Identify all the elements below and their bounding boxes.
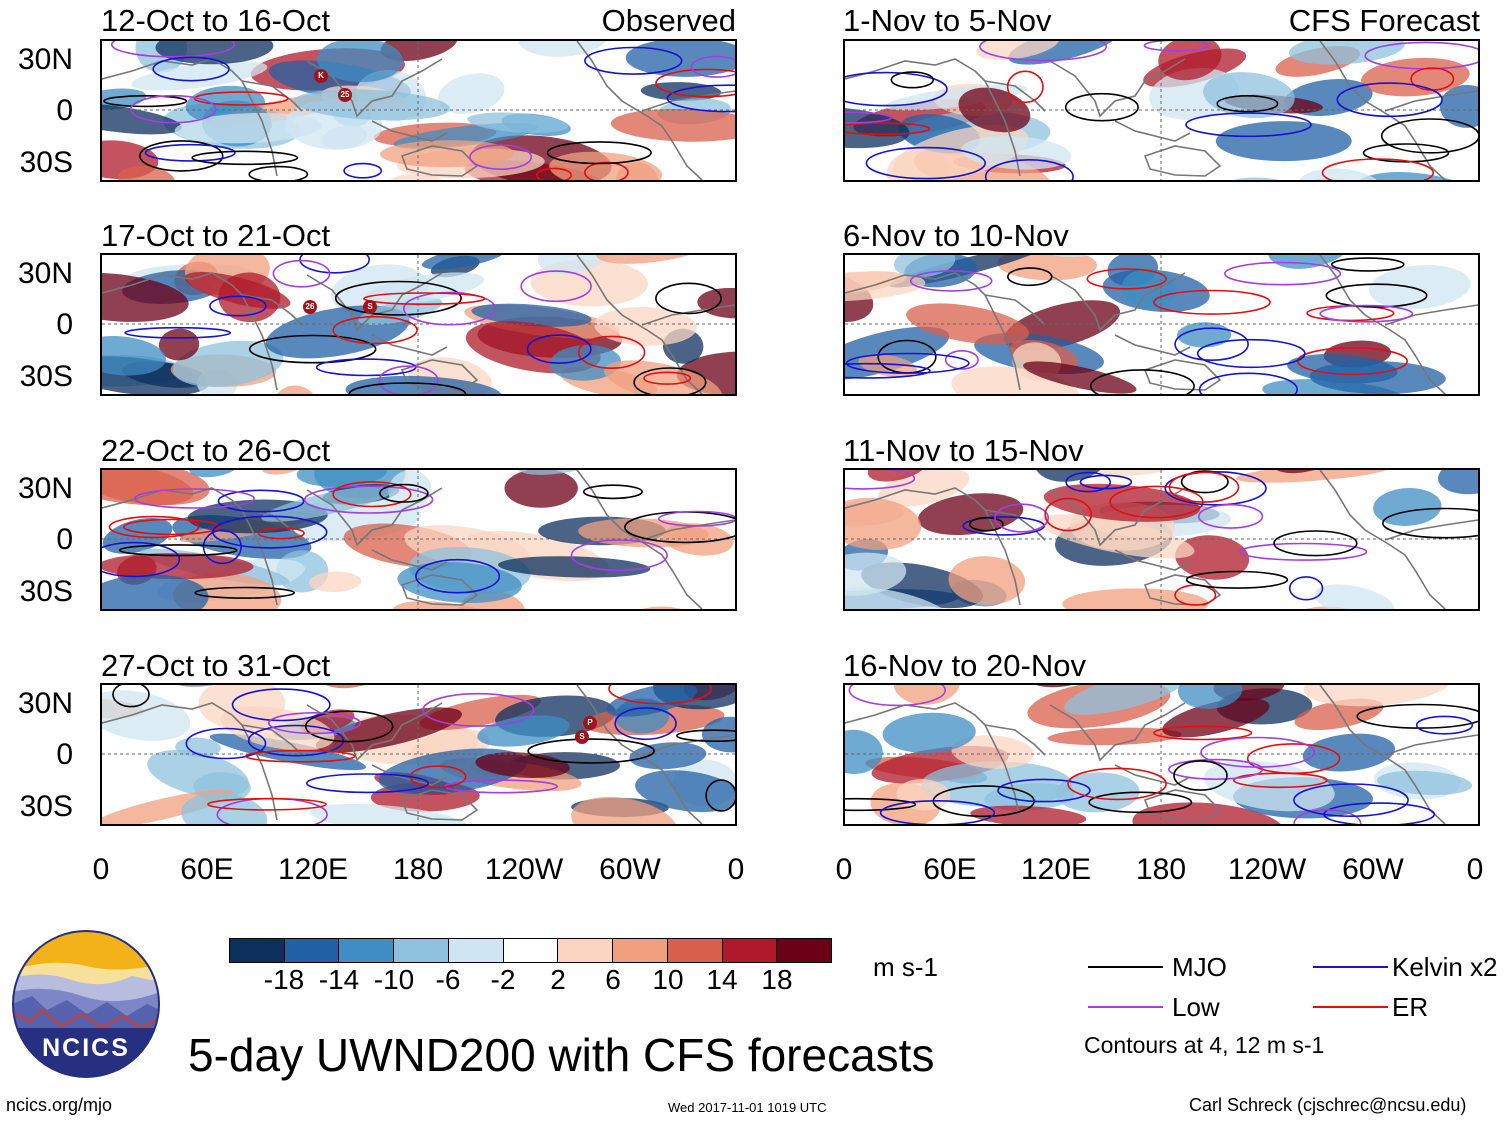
storm-marker: 26: [303, 300, 317, 314]
colorbar-tick: -10: [373, 964, 415, 995]
lon-label: 0: [727, 853, 745, 886]
storm-marker: P: [583, 716, 597, 730]
panel-title-1: 12-Oct to 16-Oct: [101, 3, 331, 38]
storm-marker: S: [575, 730, 589, 744]
lat-label-30n: 30N: [17, 43, 73, 76]
storm-marker: S: [363, 300, 377, 314]
lon-label: 0: [835, 853, 853, 886]
legend-line-er: [1313, 1006, 1388, 1008]
legend-label-er: ER: [1392, 992, 1429, 1022]
lon-label: 120E: [277, 853, 349, 886]
colorbar: [229, 938, 832, 963]
colorbar-units: m s-1: [873, 952, 938, 982]
lat-label-eq: 0: [56, 308, 73, 341]
map-graphic: [845, 685, 1478, 824]
map-panel: 26 S: [100, 253, 737, 396]
lon-label: 60W: [1342, 853, 1404, 886]
map-panel: [843, 468, 1480, 611]
footer-timestamp: Wed 2017-11-01 1019 UTC: [668, 1100, 827, 1115]
contour-note: Contours at 4, 12 m s-1: [1084, 1032, 1325, 1058]
ncics-logo-graphic: [12, 930, 160, 1078]
colorbar-tick: 18: [761, 964, 793, 995]
legend-label-mjo: MJO: [1172, 952, 1227, 982]
legend-line-kelvin: [1313, 966, 1388, 968]
colorbar-tick: 6: [605, 964, 621, 995]
colorbar-swatch: [448, 939, 504, 962]
colorbar-swatch: [503, 939, 559, 962]
legend-label-low: Low: [1172, 992, 1220, 1022]
panel-title-3: 22-Oct to 26-Oct: [101, 433, 331, 468]
lat-label-30n: 30N: [17, 472, 73, 505]
lat-label-30s: 30S: [19, 575, 73, 608]
colorbar-swatch: [284, 939, 340, 962]
observed-header: Observed: [601, 3, 736, 38]
colorbar-tick: 10: [652, 964, 684, 995]
panel-title-7: 11-Nov to 15-Nov: [843, 433, 1084, 468]
lat-label-eq: 0: [56, 523, 73, 556]
lat-label-30s: 30S: [19, 360, 73, 393]
cfs-forecast-header: CFS Forecast: [1288, 3, 1480, 38]
map-graphic: [102, 41, 735, 180]
colorbar-tick: -14: [318, 964, 360, 995]
storm-marker: 25: [338, 88, 352, 102]
lat-label-30n: 30N: [17, 257, 73, 290]
storm-marker: K: [314, 69, 328, 83]
colorbar-tick: -18: [263, 964, 305, 995]
map-panel: [843, 253, 1480, 396]
map-panel: [100, 468, 737, 611]
main-title: 5-day UWND200 with CFS forecasts: [188, 1029, 935, 1081]
footer-site-link[interactable]: ncics.org/mjo: [6, 1095, 113, 1115]
map-graphic: [102, 470, 735, 609]
colorbar-swatch: [722, 939, 778, 962]
lon-label: 120W: [1227, 853, 1307, 886]
colorbar-swatch: [777, 939, 832, 962]
logo-text: NCICS: [42, 1034, 130, 1062]
colorbar-swatch: [613, 939, 668, 962]
colorbar-tick: -6: [435, 964, 461, 995]
panel-title-6: 6-Nov to 10-Nov: [843, 218, 1069, 253]
lon-label: 120W: [484, 853, 564, 886]
lon-label: 180: [392, 853, 444, 886]
colorbar-swatch: [394, 939, 449, 962]
map-graphic: [845, 255, 1478, 394]
legend-line-mjo: [1088, 966, 1163, 968]
panel-title-8: 16-Nov to 20-Nov: [843, 648, 1086, 683]
legend-line-low: [1088, 1006, 1163, 1008]
colorbar-tick: 14: [706, 964, 738, 995]
lon-label: 0: [92, 853, 110, 886]
colorbar-swatch: [339, 939, 395, 962]
lat-label-30s: 30S: [19, 790, 73, 823]
ncics-logo[interactable]: NCICS: [12, 930, 160, 1078]
lat-label-30s: 30S: [19, 146, 73, 179]
map-graphic: [845, 470, 1478, 609]
panel-title-2: 17-Oct to 21-Oct: [101, 218, 331, 253]
lon-label: 60E: [180, 853, 234, 886]
map-panel: K 25: [100, 39, 737, 182]
map-graphic: [102, 685, 735, 824]
lat-label-eq: 0: [56, 738, 73, 771]
lon-label: 0: [1466, 853, 1484, 886]
colorbar-swatch: [667, 939, 723, 962]
lon-label: 60E: [923, 853, 977, 886]
map-panel: [843, 683, 1480, 826]
lon-label: 180: [1135, 853, 1187, 886]
map-graphic: [845, 41, 1478, 180]
lat-label-eq: 0: [56, 94, 73, 127]
colorbar-tick: -2: [490, 964, 516, 995]
panel-title-4: 27-Oct to 31-Oct: [101, 648, 331, 683]
colorbar-tick: 2: [550, 964, 566, 995]
map-graphic: [102, 255, 735, 394]
colorbar-swatch: [558, 939, 614, 962]
lon-label: 60W: [599, 853, 661, 886]
panel-title-5: 1-Nov to 5-Nov: [843, 3, 1052, 38]
colorbar-swatch: [230, 939, 285, 962]
lat-label-30n: 30N: [17, 687, 73, 720]
footer-author: Carl Schreck (cjschrec@ncsu.edu): [1189, 1095, 1467, 1115]
map-panel: [843, 39, 1480, 182]
lon-label: 120E: [1020, 853, 1092, 886]
legend-label-kelvin: Kelvin x2: [1392, 952, 1498, 982]
